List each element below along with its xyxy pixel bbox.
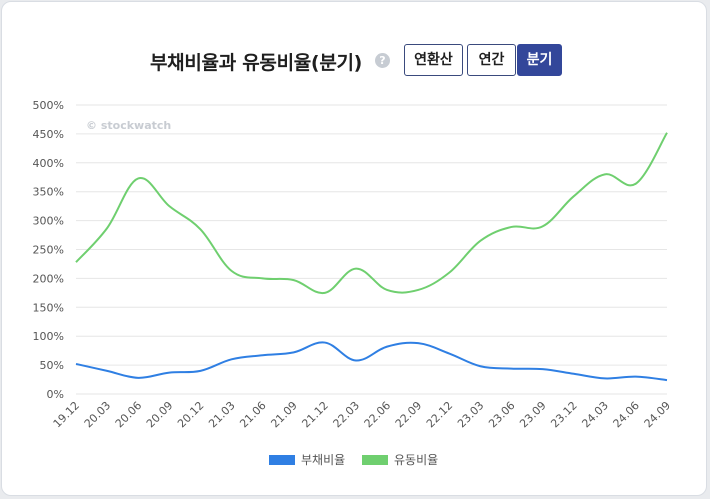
series-line-debt-ratio[interactable] [75, 341, 668, 382]
x-tick-label: 24.09 [642, 399, 673, 430]
x-tick-label: 23.12 [548, 399, 579, 430]
y-tick-label: 350% [33, 186, 64, 199]
x-tick-label: 20.09 [144, 399, 175, 430]
x-tick-label: 24.03 [579, 399, 610, 430]
y-tick-label: 500% [33, 99, 64, 112]
chart-title: 부채비율과 유동비율(분기) [150, 52, 363, 74]
y-tick-label: 450% [33, 128, 64, 141]
x-tick-label: 23.03 [455, 399, 486, 430]
x-tick-label: 22.12 [424, 399, 455, 430]
y-tick-label: 50% [40, 359, 64, 372]
watermark: © stockwatch [86, 119, 171, 132]
x-tick-label: 22.03 [331, 399, 362, 430]
y-tick-label: 300% [33, 215, 64, 228]
x-tick-label: 20.12 [175, 399, 206, 430]
y-tick-label: 0% [47, 388, 64, 401]
y-tick-label: 400% [33, 157, 64, 170]
x-tick-label: 19.12 [51, 399, 82, 430]
x-tick-label: 20.06 [113, 399, 144, 430]
legend-label-debt-ratio[interactable]: 부채비율 [301, 453, 345, 467]
x-tick-label: 24.06 [611, 399, 642, 430]
x-tick-label: 21.12 [299, 399, 330, 430]
y-tick-label: 250% [33, 244, 64, 257]
x-tick-label: 21.09 [268, 399, 299, 430]
quarterly-button[interactable]: 분기 [517, 44, 562, 76]
annual-button[interactable]: 연간 [467, 44, 516, 76]
x-tick-label: 22.09 [393, 399, 424, 430]
x-tick-label: 21.06 [237, 399, 268, 430]
x-tick-label: 23.09 [517, 399, 548, 430]
legend-swatch-debt-ratio [269, 455, 295, 465]
help-icon[interactable]: ? [375, 53, 390, 68]
annualized-button[interactable]: 연환산 [404, 44, 463, 76]
y-tick-label: 100% [33, 330, 64, 343]
x-tick-label: 22.06 [362, 399, 393, 430]
y-tick-label: 200% [33, 272, 64, 285]
legend-label-current-ratio[interactable]: 유동비율 [394, 453, 438, 467]
series-line-current-ratio[interactable] [75, 132, 668, 295]
x-tick-label: 21.03 [206, 399, 237, 430]
x-tick-label: 20.03 [82, 399, 113, 430]
x-tick-label: 23.06 [486, 399, 517, 430]
y-tick-label: 150% [33, 301, 64, 314]
legend-swatch-current-ratio [362, 455, 388, 465]
